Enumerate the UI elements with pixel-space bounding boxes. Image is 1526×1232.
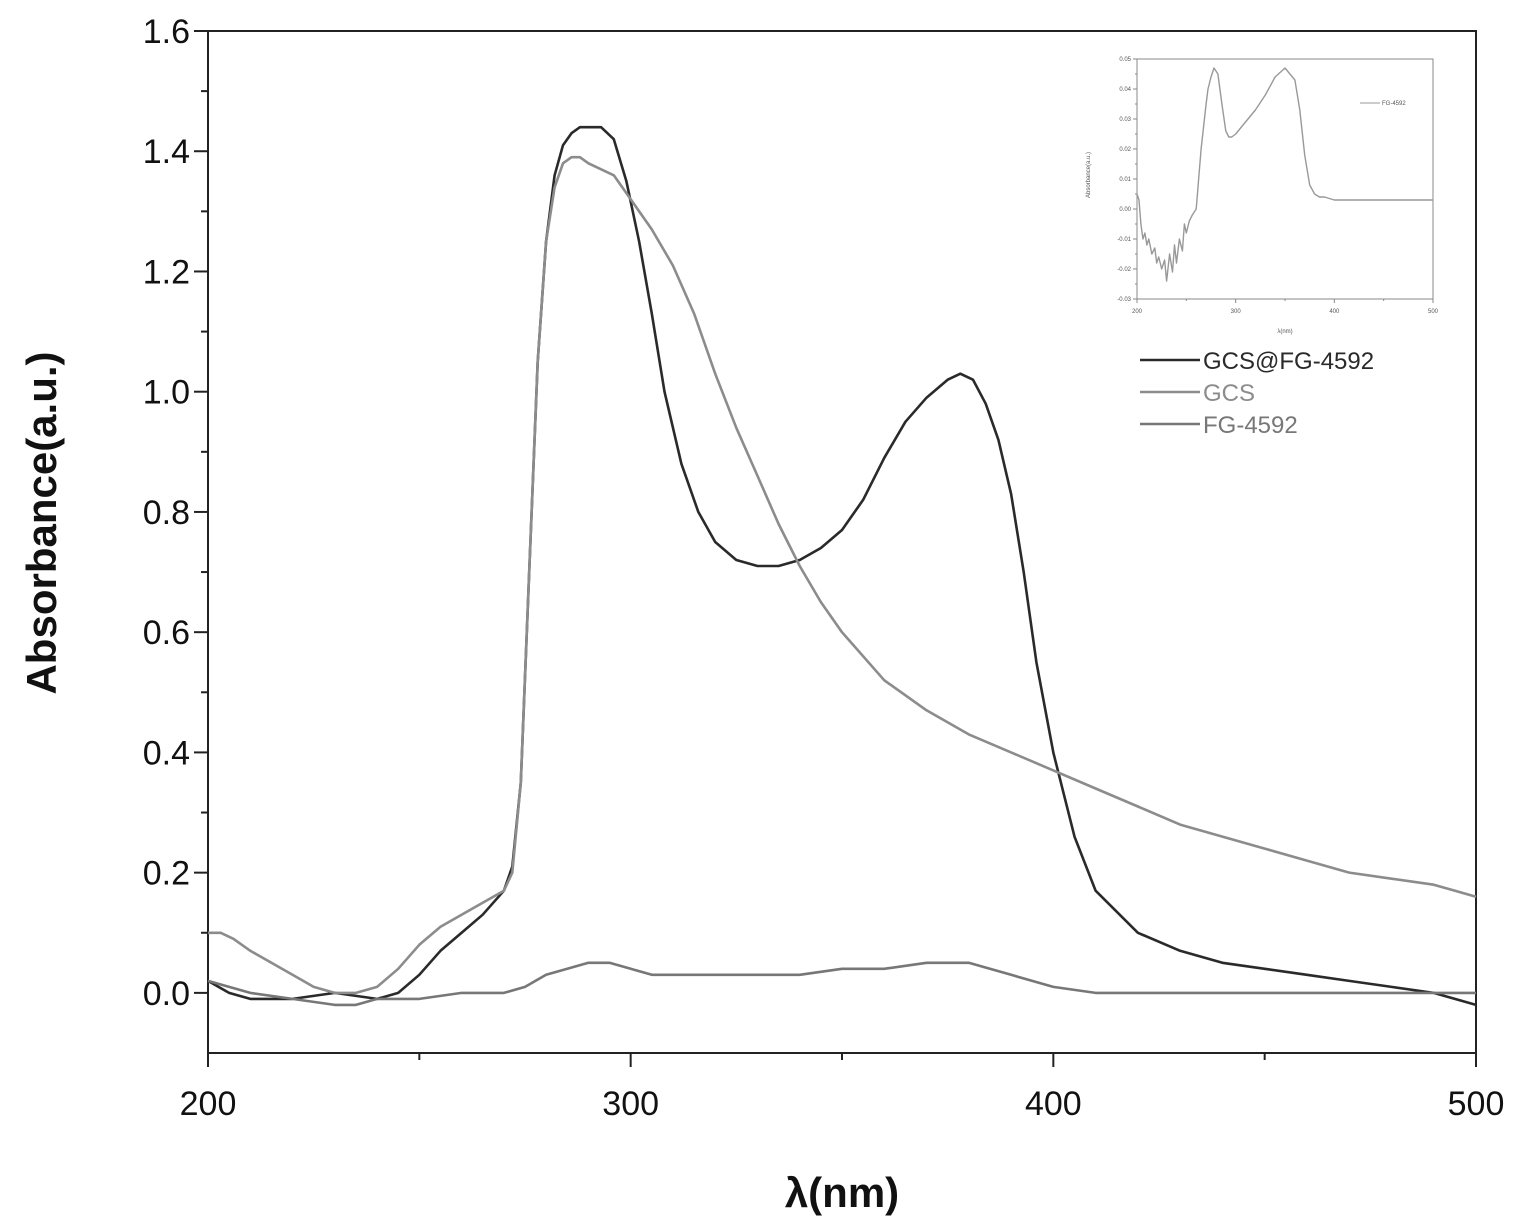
y-tick-label: 0.02 — [1119, 147, 1131, 153]
x-tick-label: 400 — [1329, 309, 1340, 315]
y-tick-label: -0.03 — [1117, 297, 1131, 303]
x-tick-label: 400 — [1025, 1085, 1082, 1123]
y-tick-label: 0.0 — [143, 975, 190, 1013]
y-tick-label: 0.2 — [143, 855, 190, 893]
y-tick-label: 0.04 — [1119, 87, 1131, 93]
x-axis-title: λ(nm) — [785, 1169, 899, 1216]
legend-label: GCS — [1203, 380, 1255, 407]
y-tick-label: 0.01 — [1119, 177, 1131, 183]
x-tick-label: 300 — [1231, 309, 1242, 315]
y-tick-label: 1.6 — [143, 13, 190, 51]
inset-axis-tick-labels: 200 300 400 500 -0.03 -0.02 -0.01 0.00 0.01 0.02 0… — [1117, 57, 1438, 315]
y-tick-label: -0.02 — [1117, 267, 1131, 273]
main-axis-tick-labels: 200 300 400 500 0.0 0.2 0.4 0.6 0.8 1.0 1.2 1.4 1.6 — [143, 13, 1505, 1123]
y-tick-label: 0.4 — [143, 734, 190, 772]
x-tick-label: 200 — [180, 1085, 237, 1123]
y-tick-label: 1.4 — [143, 133, 190, 171]
inset-x-axis-title: λ(nm) — [1277, 329, 1292, 335]
x-tick-label: 500 — [1448, 1085, 1505, 1123]
y-tick-label: 0.00 — [1119, 207, 1131, 213]
inset-chart: 200 300 400 500 -0.03 -0.02 -0.01 0.00 0.01 0.02 0… — [1086, 57, 1439, 335]
inset-y-axis-title: Absorbance(a.u.) — [1086, 152, 1092, 198]
x-tick-label: 200 — [1132, 309, 1143, 315]
series-line-2 — [207, 961, 1476, 1007]
y-tick-label: 0.05 — [1119, 57, 1131, 63]
y-axis-title: Absorbance(a.u.) — [18, 351, 65, 694]
main-series-lines — [207, 125, 1477, 1007]
inset-axis-ticks — [1133, 58, 1434, 303]
y-tick-label: 0.03 — [1119, 117, 1131, 123]
y-tick-label: 1.2 — [143, 253, 190, 291]
main-axis-ticks — [194, 30, 1477, 1067]
legend: GCS@FG-4592 GCS FG-4592 — [1140, 348, 1374, 439]
inset-legend-label: FG-4592 — [1382, 101, 1406, 107]
y-tick-label: 0.8 — [143, 494, 190, 532]
x-tick-label: 300 — [602, 1085, 659, 1123]
inset-series-lines — [1136, 67, 1433, 282]
inset-legend: FG-4592 — [1360, 101, 1406, 107]
y-tick-label: -0.01 — [1117, 237, 1131, 243]
series-line-1 — [208, 155, 1477, 995]
legend-label: GCS@FG-4592 — [1203, 348, 1374, 375]
y-tick-label: 0.6 — [143, 614, 190, 652]
legend-label: FG-4592 — [1203, 412, 1298, 439]
y-tick-label: 1.0 — [143, 374, 190, 412]
series-line-0 — [207, 125, 1477, 1007]
series-line-0 — [1136, 67, 1433, 282]
x-tick-label: 500 — [1428, 309, 1439, 315]
